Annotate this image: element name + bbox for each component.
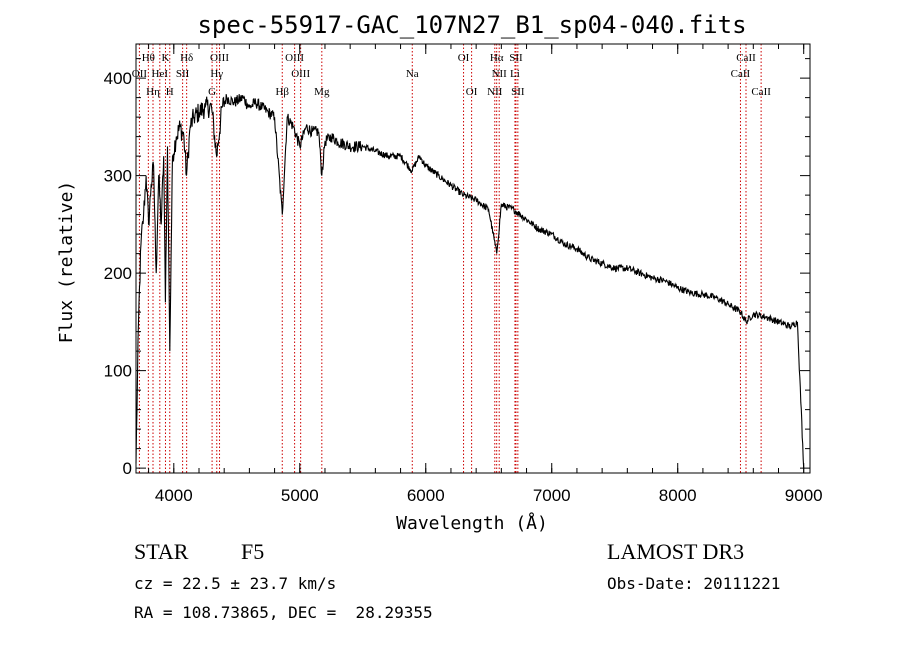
x-tick-label-2: 6000: [407, 486, 445, 505]
x-tick-label-1: 5000: [281, 486, 319, 505]
survey-label: LAMOST DR3: [607, 539, 745, 564]
plot-frame: [135, 43, 811, 474]
marker-label-3: OIII: [210, 52, 229, 64]
marker-label-18: Hη: [146, 86, 160, 98]
marker-label-17: CaII: [731, 68, 751, 80]
marker-label-15: NII: [492, 68, 508, 80]
marker-label-13: OIII: [291, 68, 310, 80]
marker-label-22: Mg: [314, 86, 330, 98]
object-class: STAR: [134, 539, 189, 564]
redshift-readout: cz = 22.5 ± 23.7 km/s: [134, 574, 337, 593]
marker-label-25: SII: [511, 86, 525, 98]
marker-label-11: SII: [176, 68, 190, 80]
marker-label-19: H: [166, 86, 174, 98]
marker-label-20: G: [208, 86, 216, 98]
marker-label-8: CaII: [736, 52, 756, 64]
marker-label-14: Na: [406, 68, 419, 80]
y-tick-label-1: 100: [104, 362, 132, 381]
marker-label-12: Hγ: [210, 68, 223, 80]
y-tick-label-3: 300: [104, 167, 132, 186]
y-tick-label-0: 0: [123, 459, 132, 478]
x-axis-label: Wavelength (Å): [396, 512, 548, 534]
marker-label-5: OI: [458, 52, 470, 64]
observation-date: Obs-Date: 20111221: [607, 574, 781, 593]
marker-label-26: CaII: [751, 86, 771, 98]
x-tick-label-4: 8000: [659, 486, 697, 505]
object-subclass: F5: [241, 539, 265, 564]
x-tick-label-0: 4000: [155, 486, 193, 505]
y-axis-label: Flux (relative): [56, 181, 77, 344]
spectral-line-markers: [138, 44, 762, 473]
y-tick-label-2: 200: [104, 264, 132, 283]
spectrum-series-line: [135, 94, 805, 469]
x-tick-label-5: 9000: [785, 486, 823, 505]
marker-label-1: K: [162, 52, 170, 64]
marker-label-4: OIII: [285, 52, 304, 64]
y-axis-ticks: 0 100 200 300 400: [104, 58, 810, 478]
marker-label-6: Hα: [490, 52, 504, 64]
x-tick-label-3: 7000: [533, 486, 571, 505]
coordinates-readout: RA = 108.73865, DEC = 28.29355: [134, 603, 433, 622]
marker-label-2: Hδ: [180, 52, 193, 64]
marker-label-21: Hβ: [275, 86, 289, 98]
x-axis-ticks: 4000 5000 6000 7000 8000 9000: [148, 44, 823, 505]
chart-title: spec-55917-GAC_107N27_B1_sp04-040.fits: [197, 11, 746, 39]
marker-label-24: NII: [487, 86, 503, 98]
marker-label-10: HeI: [152, 68, 169, 80]
marker-label-0: Hθ: [142, 52, 155, 64]
marker-label-7: SII: [509, 52, 523, 64]
marker-label-16: Li: [510, 68, 520, 80]
y-tick-label-4: 400: [104, 69, 132, 88]
marker-label-23: OI: [466, 86, 478, 98]
